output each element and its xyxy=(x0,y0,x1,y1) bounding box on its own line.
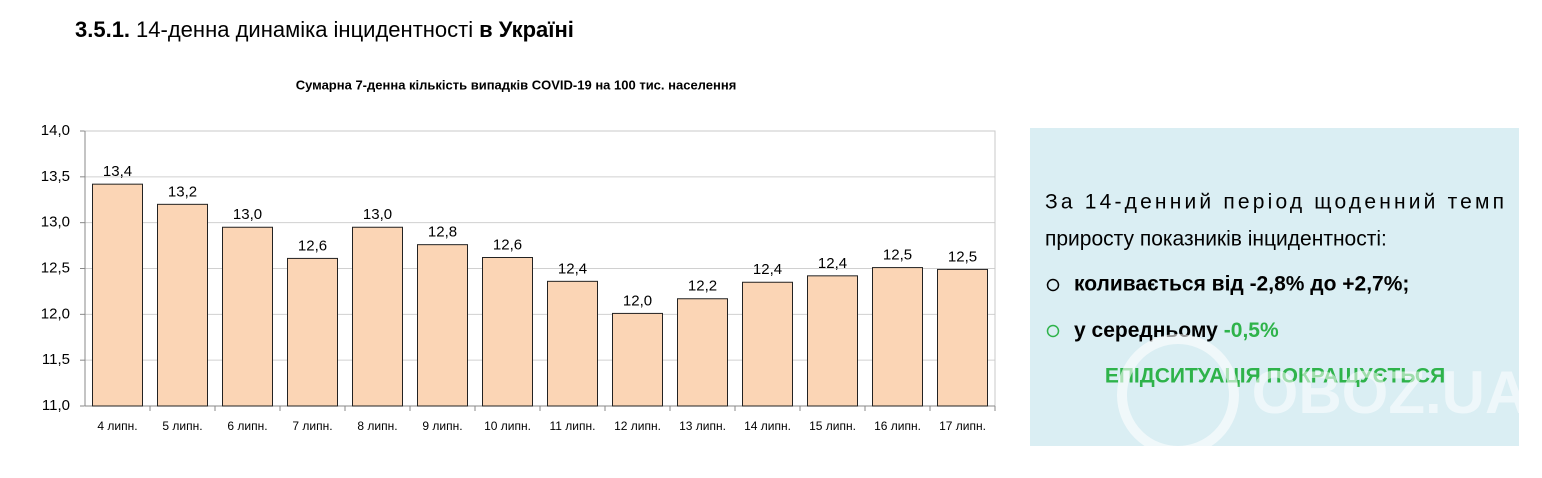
value-label: 13,4 xyxy=(103,163,132,180)
y-tick-label: 11,0 xyxy=(42,397,70,414)
y-tick-label: 13,5 xyxy=(41,168,70,185)
x-tick-label: 4 липн. xyxy=(97,419,137,433)
chart-title: Сумарна 7-денна кількість випадків COVID… xyxy=(296,77,737,92)
heading: 3.5.1. 14-денна динаміка інцидентності в У… xyxy=(75,17,574,42)
x-tick-label: 11 липн. xyxy=(550,419,596,433)
bullet-text: коливається від -2,8% до +2,7%; xyxy=(1074,273,1409,296)
x-tick-label: 13 липн. xyxy=(679,419,726,433)
value-label: 13,0 xyxy=(363,206,392,223)
bar xyxy=(417,244,468,407)
x-tick-label: 15 липн. xyxy=(809,419,856,433)
value-label: 12,4 xyxy=(558,260,587,277)
x-tick-label: 16 липн. xyxy=(874,419,921,433)
x-tick-label: 14 липн. xyxy=(744,419,791,433)
value-label: 12,5 xyxy=(948,248,977,265)
x-tick-label: 9 липн. xyxy=(422,419,462,433)
watermark-logo xyxy=(1117,334,1239,456)
summary-line: приросту показників інцидентності: xyxy=(1045,228,1387,251)
value-label: 12,8 xyxy=(428,224,457,241)
y-tick-label: 12,0 xyxy=(41,305,70,322)
bar xyxy=(352,226,403,407)
value-label: 12,2 xyxy=(688,278,717,295)
heading-emphasis: в Україні xyxy=(479,17,574,42)
bar xyxy=(287,257,338,407)
y-tick-label: 13,0 xyxy=(41,214,70,231)
y-tick-label: 14,0 xyxy=(41,122,70,139)
value-label: 13,0 xyxy=(233,206,262,223)
bar xyxy=(937,268,988,407)
heading-text: 14-денна динаміка інцидентності xyxy=(136,17,473,42)
bullet-marker xyxy=(1046,278,1060,292)
y-tick-label: 12,5 xyxy=(41,259,70,276)
heading-number: 3.5.1. xyxy=(75,17,130,42)
bar xyxy=(547,280,598,407)
value-label: 12,0 xyxy=(623,292,652,309)
x-tick-label: 7 липн. xyxy=(292,419,332,433)
bar xyxy=(612,312,663,407)
x-tick-label: 8 липн. xyxy=(357,419,397,433)
x-tick-label: 6 липн. xyxy=(227,419,267,433)
bar xyxy=(872,267,923,407)
bar xyxy=(222,226,273,407)
value-label: 12,6 xyxy=(493,236,522,253)
bar xyxy=(742,281,793,407)
x-tick-label: 17 липн. xyxy=(939,419,986,433)
bullet-marker xyxy=(1046,324,1060,338)
bar xyxy=(482,257,533,407)
value-label: 12,6 xyxy=(298,237,327,254)
y-tick-label: 11,5 xyxy=(42,351,70,368)
bar xyxy=(807,275,858,407)
summary-line: За 14-денний період щоденний темп xyxy=(1045,191,1504,214)
summary-box xyxy=(1030,128,1519,446)
bar xyxy=(92,183,143,407)
value-label: 12,4 xyxy=(818,255,847,272)
bar xyxy=(157,203,208,407)
x-tick-label: 12 липн. xyxy=(614,419,661,433)
x-tick-label: 10 липн. xyxy=(484,419,531,433)
bullet-value: -0,5% xyxy=(1224,319,1279,342)
bar xyxy=(677,298,728,407)
value-label: 12,5 xyxy=(883,247,912,264)
watermark: OBOZ.UA xyxy=(1252,359,1529,426)
conclusion: ЕПІДСИТУАЦІЯ ПОКРАЩУЄТЬСЯ xyxy=(1105,365,1445,388)
value-label: 13,2 xyxy=(168,183,197,200)
value-label: 12,4 xyxy=(753,261,782,278)
x-tick-label: 5 липн. xyxy=(162,419,202,433)
